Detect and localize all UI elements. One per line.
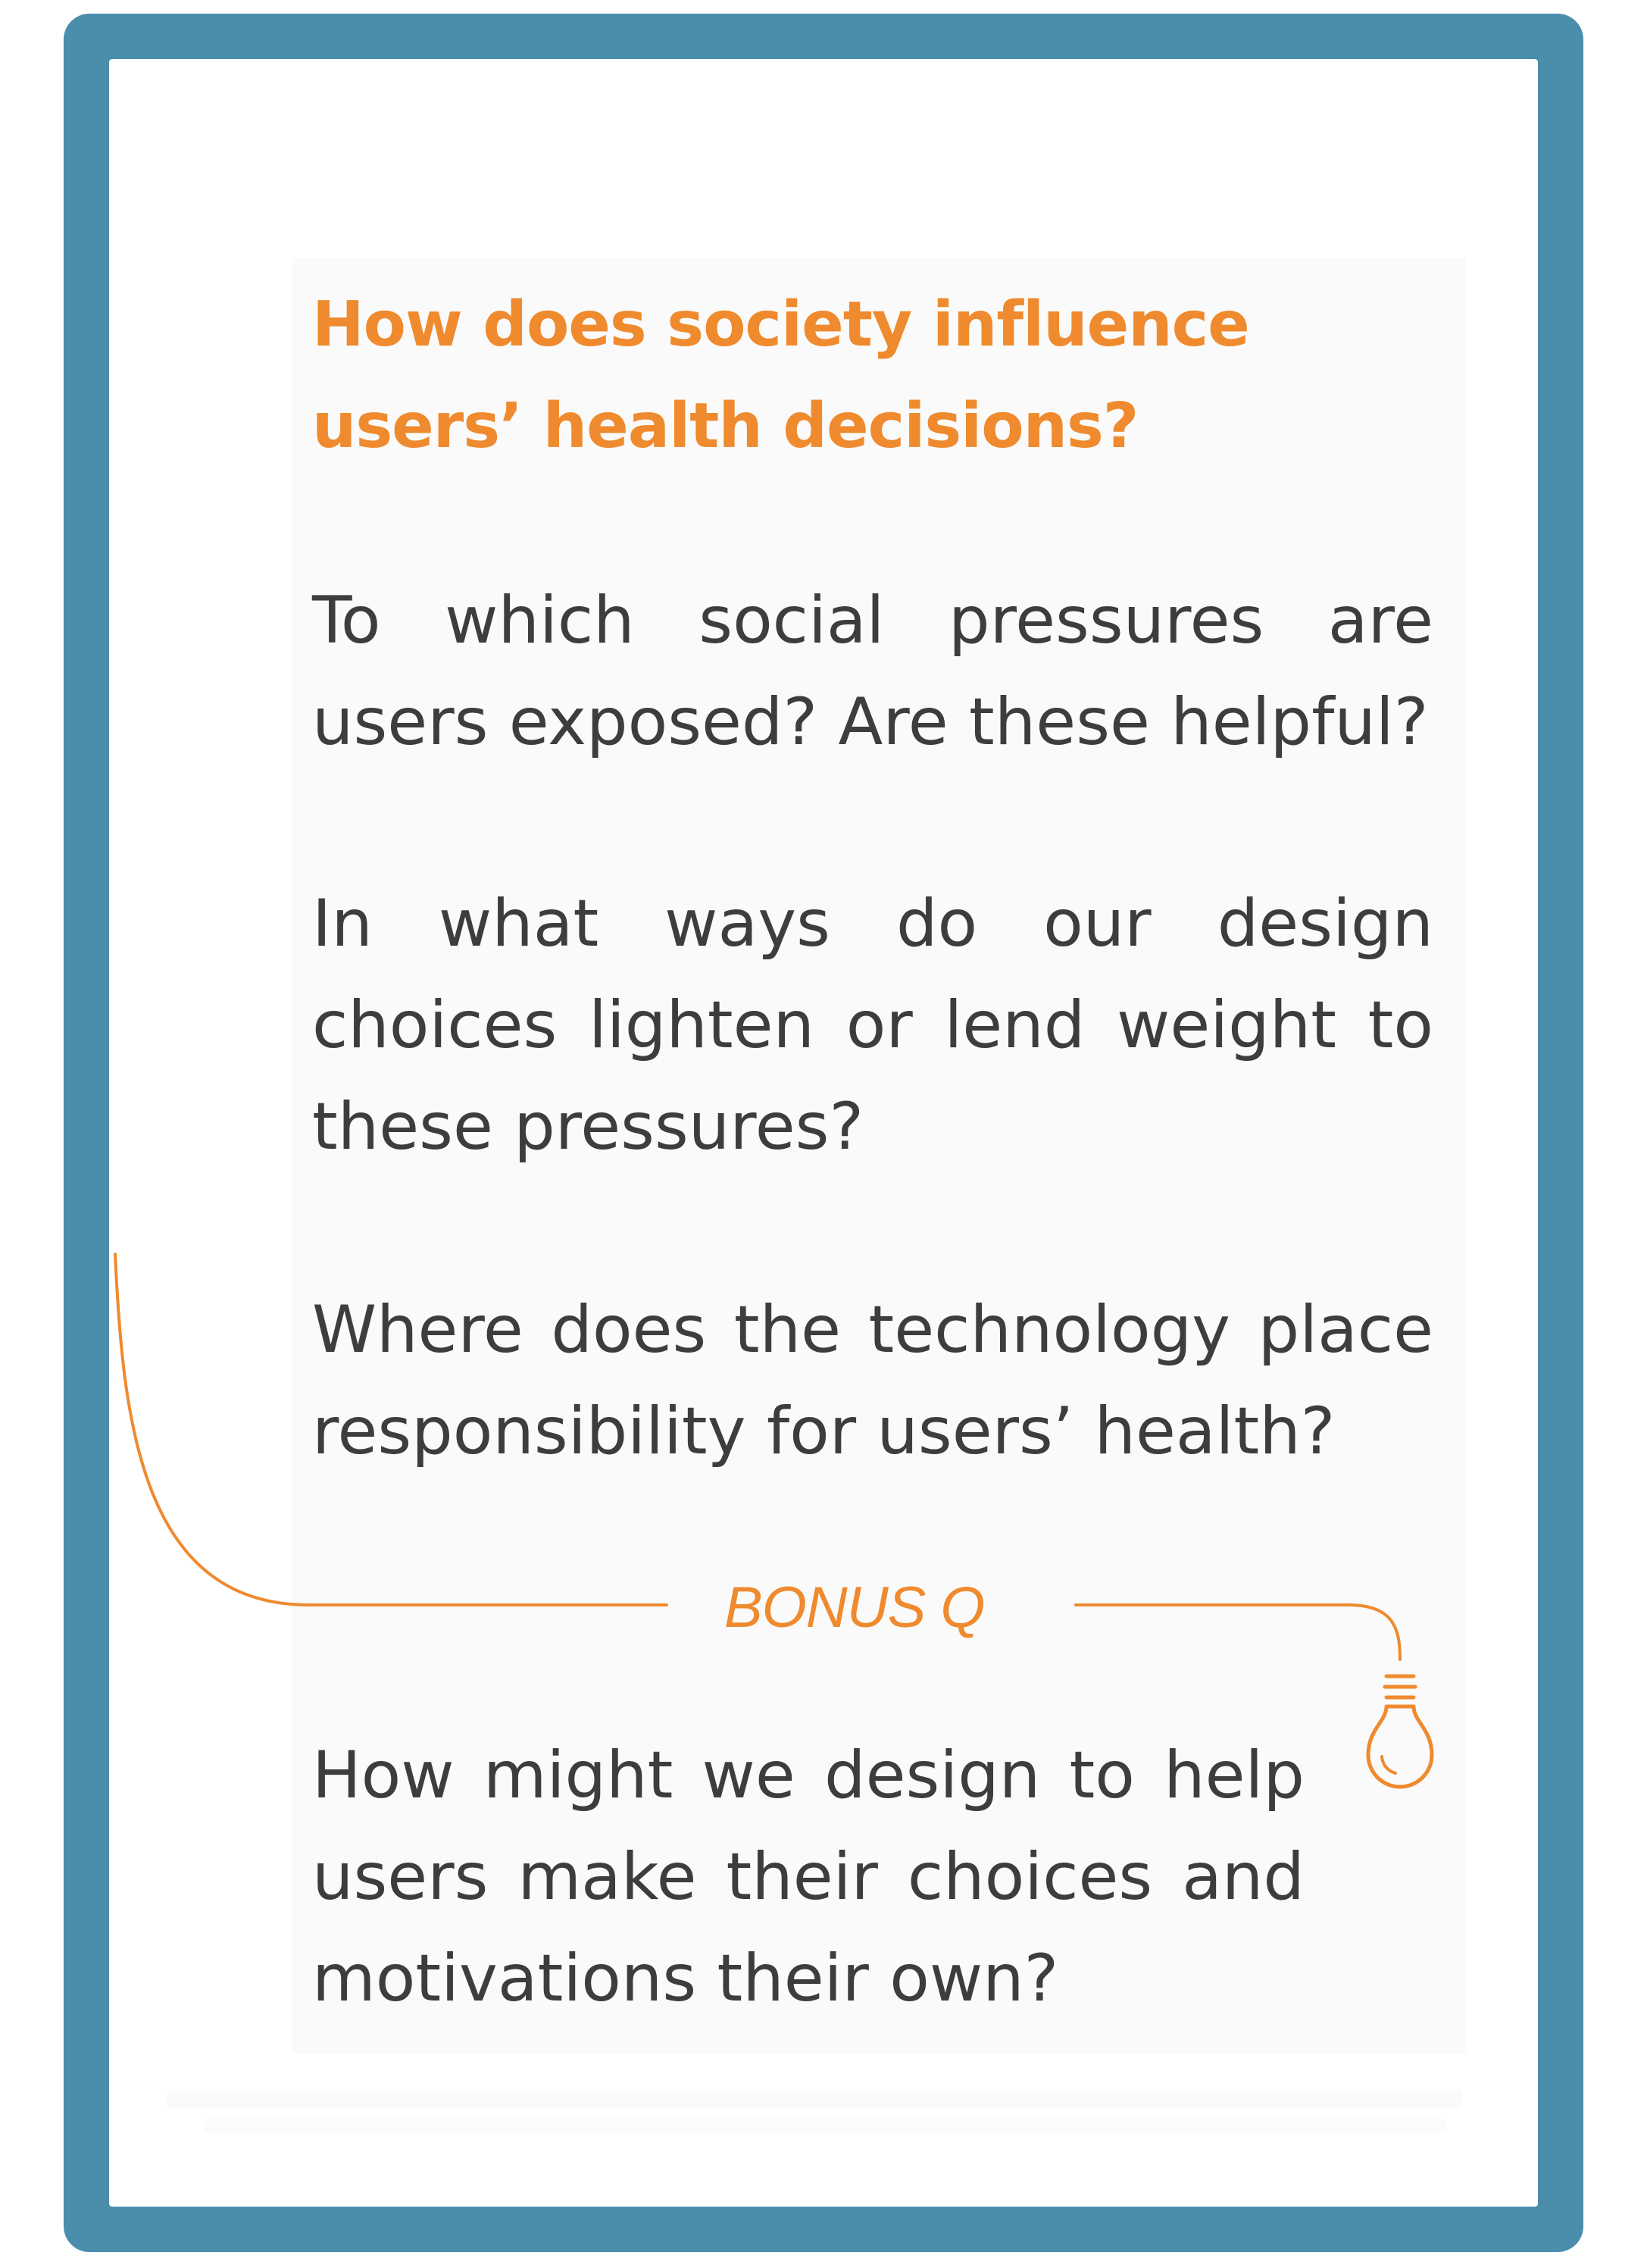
bonus-line-left [114,1253,668,1607]
question-responsibility: Where does the technology place responsi… [312,1292,1433,1469]
question-design-choices: In what ways do our design choices light… [312,886,1433,1165]
bonus-question: How might we design to help users make t… [312,1738,1305,2016]
question-social-pressures: To which social pressures are users expo… [312,583,1433,760]
text-panel [292,258,1467,2054]
card-shadow-strip [205,2119,1447,2132]
lightbulb-icon [1366,1674,1434,1789]
bonus-line-right [1074,1603,1402,1661]
bonus-label: BONUS Q [724,1575,986,1640]
card-shadow-strip [167,2091,1462,2108]
card-heading: How does society influence users’ health… [312,289,1250,462]
